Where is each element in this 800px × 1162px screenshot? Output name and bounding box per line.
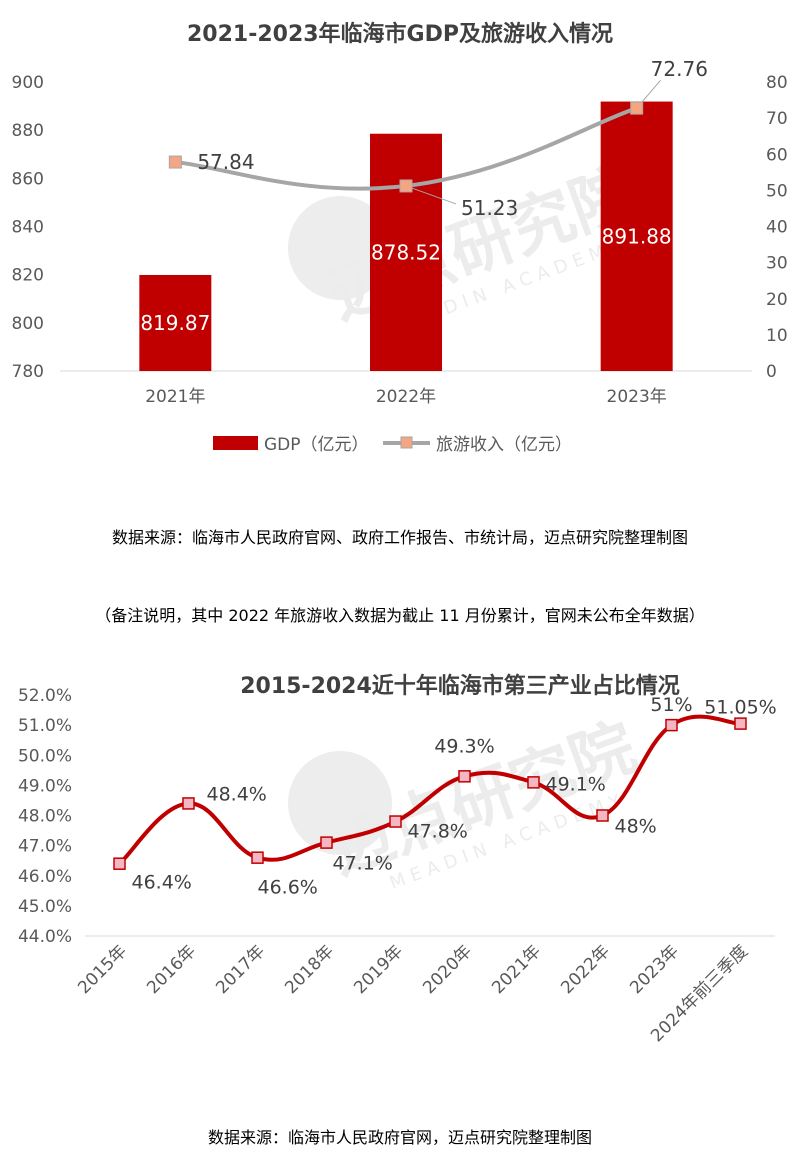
tertiary-share-point bbox=[251, 851, 264, 864]
gdp-bar bbox=[370, 133, 442, 371]
tertiary-share-label: 47.8% bbox=[408, 821, 468, 843]
tertiary-share-point bbox=[458, 770, 471, 783]
chart1-legend: GDP（亿元） 旅游收入（亿元） bbox=[213, 435, 572, 455]
tourism-point bbox=[630, 101, 644, 115]
tertiary-share-label: 46.6% bbox=[258, 877, 318, 899]
tertiary-share-point bbox=[182, 797, 195, 810]
left-axis-tick: 820 bbox=[12, 266, 44, 286]
tertiary-share-point bbox=[527, 776, 540, 789]
left-axis-tick: 840 bbox=[12, 218, 44, 238]
x-axis-tick: 2020年 bbox=[419, 941, 476, 998]
left-axis-tick: 780 bbox=[12, 362, 44, 382]
x-axis-tick: 2019年 bbox=[350, 941, 407, 998]
tertiary-share-point bbox=[320, 836, 333, 849]
gdp-bar-label: 891.88 bbox=[602, 224, 672, 248]
tourism-point-label: 51.23 bbox=[461, 196, 518, 220]
x-axis-tick: 2018年 bbox=[281, 941, 338, 998]
x-axis-tick: 2023年 bbox=[626, 941, 683, 998]
legend-tourism-marker bbox=[400, 436, 413, 449]
right-axis-tick: 0 bbox=[766, 362, 777, 382]
y-axis-tick: 52.0% bbox=[18, 686, 72, 706]
legend-gdp-label: GDP（亿元） bbox=[264, 435, 369, 455]
source-note-1: 数据来源：临海市人民政府官网、政府工作报告、市统计局，迈点研究院整理制图 bbox=[111, 528, 688, 547]
tertiary-share-label: 49.3% bbox=[434, 735, 494, 757]
x-axis-tick: 2021年 bbox=[145, 387, 205, 407]
legend-gdp-swatch bbox=[213, 436, 258, 450]
y-axis-tick: 45.0% bbox=[18, 897, 72, 917]
gdp-bar-label: 878.52 bbox=[371, 240, 441, 264]
tertiary-share-line bbox=[118, 714, 741, 866]
y-axis-tick: 51.0% bbox=[18, 716, 72, 736]
tourism-point bbox=[168, 155, 182, 169]
tertiary-share-point bbox=[665, 718, 678, 732]
chart1-title: 2021-2023年临海市GDP及旅游收入情况 bbox=[187, 21, 613, 47]
legend-tourism-label: 旅游收入（亿元） bbox=[436, 435, 572, 455]
x-axis-tick: 2022年 bbox=[557, 941, 614, 998]
watermark-logo-icon bbox=[288, 196, 392, 300]
tertiary-share-label: 47.1% bbox=[333, 853, 393, 875]
x-axis-tick: 2022年 bbox=[376, 387, 436, 407]
tertiary-share-point bbox=[389, 815, 402, 828]
y-axis-tick: 46.0% bbox=[18, 867, 72, 887]
tourism-point-label: 72.76 bbox=[651, 57, 708, 81]
source-note-2: 数据来源：临海市人民政府官网，迈点研究院整理制图 bbox=[207, 1128, 592, 1147]
right-axis-tick: 60 bbox=[766, 145, 788, 165]
x-axis-tick: 2021年 bbox=[488, 941, 545, 998]
tertiary-share-label: 51.05% bbox=[704, 697, 776, 719]
tertiary-share-point bbox=[113, 857, 126, 870]
remark-note: （备注说明，其中 2022 年旅游收入数据为截止 11 月份累计，官网未公布全年… bbox=[95, 606, 705, 625]
y-axis-tick: 50.0% bbox=[18, 746, 72, 766]
tertiary-share-label: 49.1% bbox=[546, 773, 606, 795]
tertiary-share-point bbox=[734, 717, 747, 730]
left-axis-tick: 880 bbox=[12, 121, 44, 141]
y-axis-tick: 49.0% bbox=[18, 776, 72, 796]
right-axis-tick: 70 bbox=[766, 109, 788, 129]
tertiary-share-point bbox=[596, 809, 609, 822]
right-axis-tick: 30 bbox=[766, 254, 788, 274]
label-leader-line bbox=[405, 185, 457, 205]
y-axis-tick: 47.0% bbox=[18, 837, 72, 857]
watermark-logo-icon bbox=[288, 751, 392, 855]
left-axis-tick: 800 bbox=[12, 314, 44, 334]
y-axis-tick: 44.0% bbox=[18, 927, 72, 947]
gdp-bar bbox=[600, 101, 673, 371]
y-axis-tick: 48.0% bbox=[18, 807, 72, 827]
x-axis-tick: 2017年 bbox=[212, 941, 269, 998]
gdp-bar-label: 819.87 bbox=[140, 311, 210, 335]
x-axis-tick: 2016年 bbox=[143, 941, 200, 998]
right-axis-tick: 40 bbox=[766, 218, 788, 238]
left-axis-tick: 900 bbox=[12, 73, 44, 93]
x-axis-tick: 2023年 bbox=[607, 387, 667, 407]
right-axis-tick: 50 bbox=[766, 181, 788, 201]
tertiary-share-label: 46.4% bbox=[132, 872, 192, 894]
right-axis-tick: 80 bbox=[766, 73, 788, 93]
chart2-title: 2015-2024近十年临海市第三产业占比情况 bbox=[240, 673, 680, 699]
tourism-point bbox=[399, 179, 413, 193]
right-axis-tick: 10 bbox=[766, 326, 788, 346]
x-axis-tick: 2015年 bbox=[74, 941, 131, 998]
right-axis-tick: 20 bbox=[766, 290, 788, 310]
tertiary-share-label: 51% bbox=[650, 694, 692, 716]
tertiary-share-label: 48.4% bbox=[207, 783, 267, 805]
tourism-point-label: 57.84 bbox=[197, 150, 254, 174]
left-axis-tick: 860 bbox=[12, 169, 44, 189]
gdp-bar bbox=[139, 274, 212, 371]
tertiary-share-label: 48% bbox=[615, 816, 657, 838]
